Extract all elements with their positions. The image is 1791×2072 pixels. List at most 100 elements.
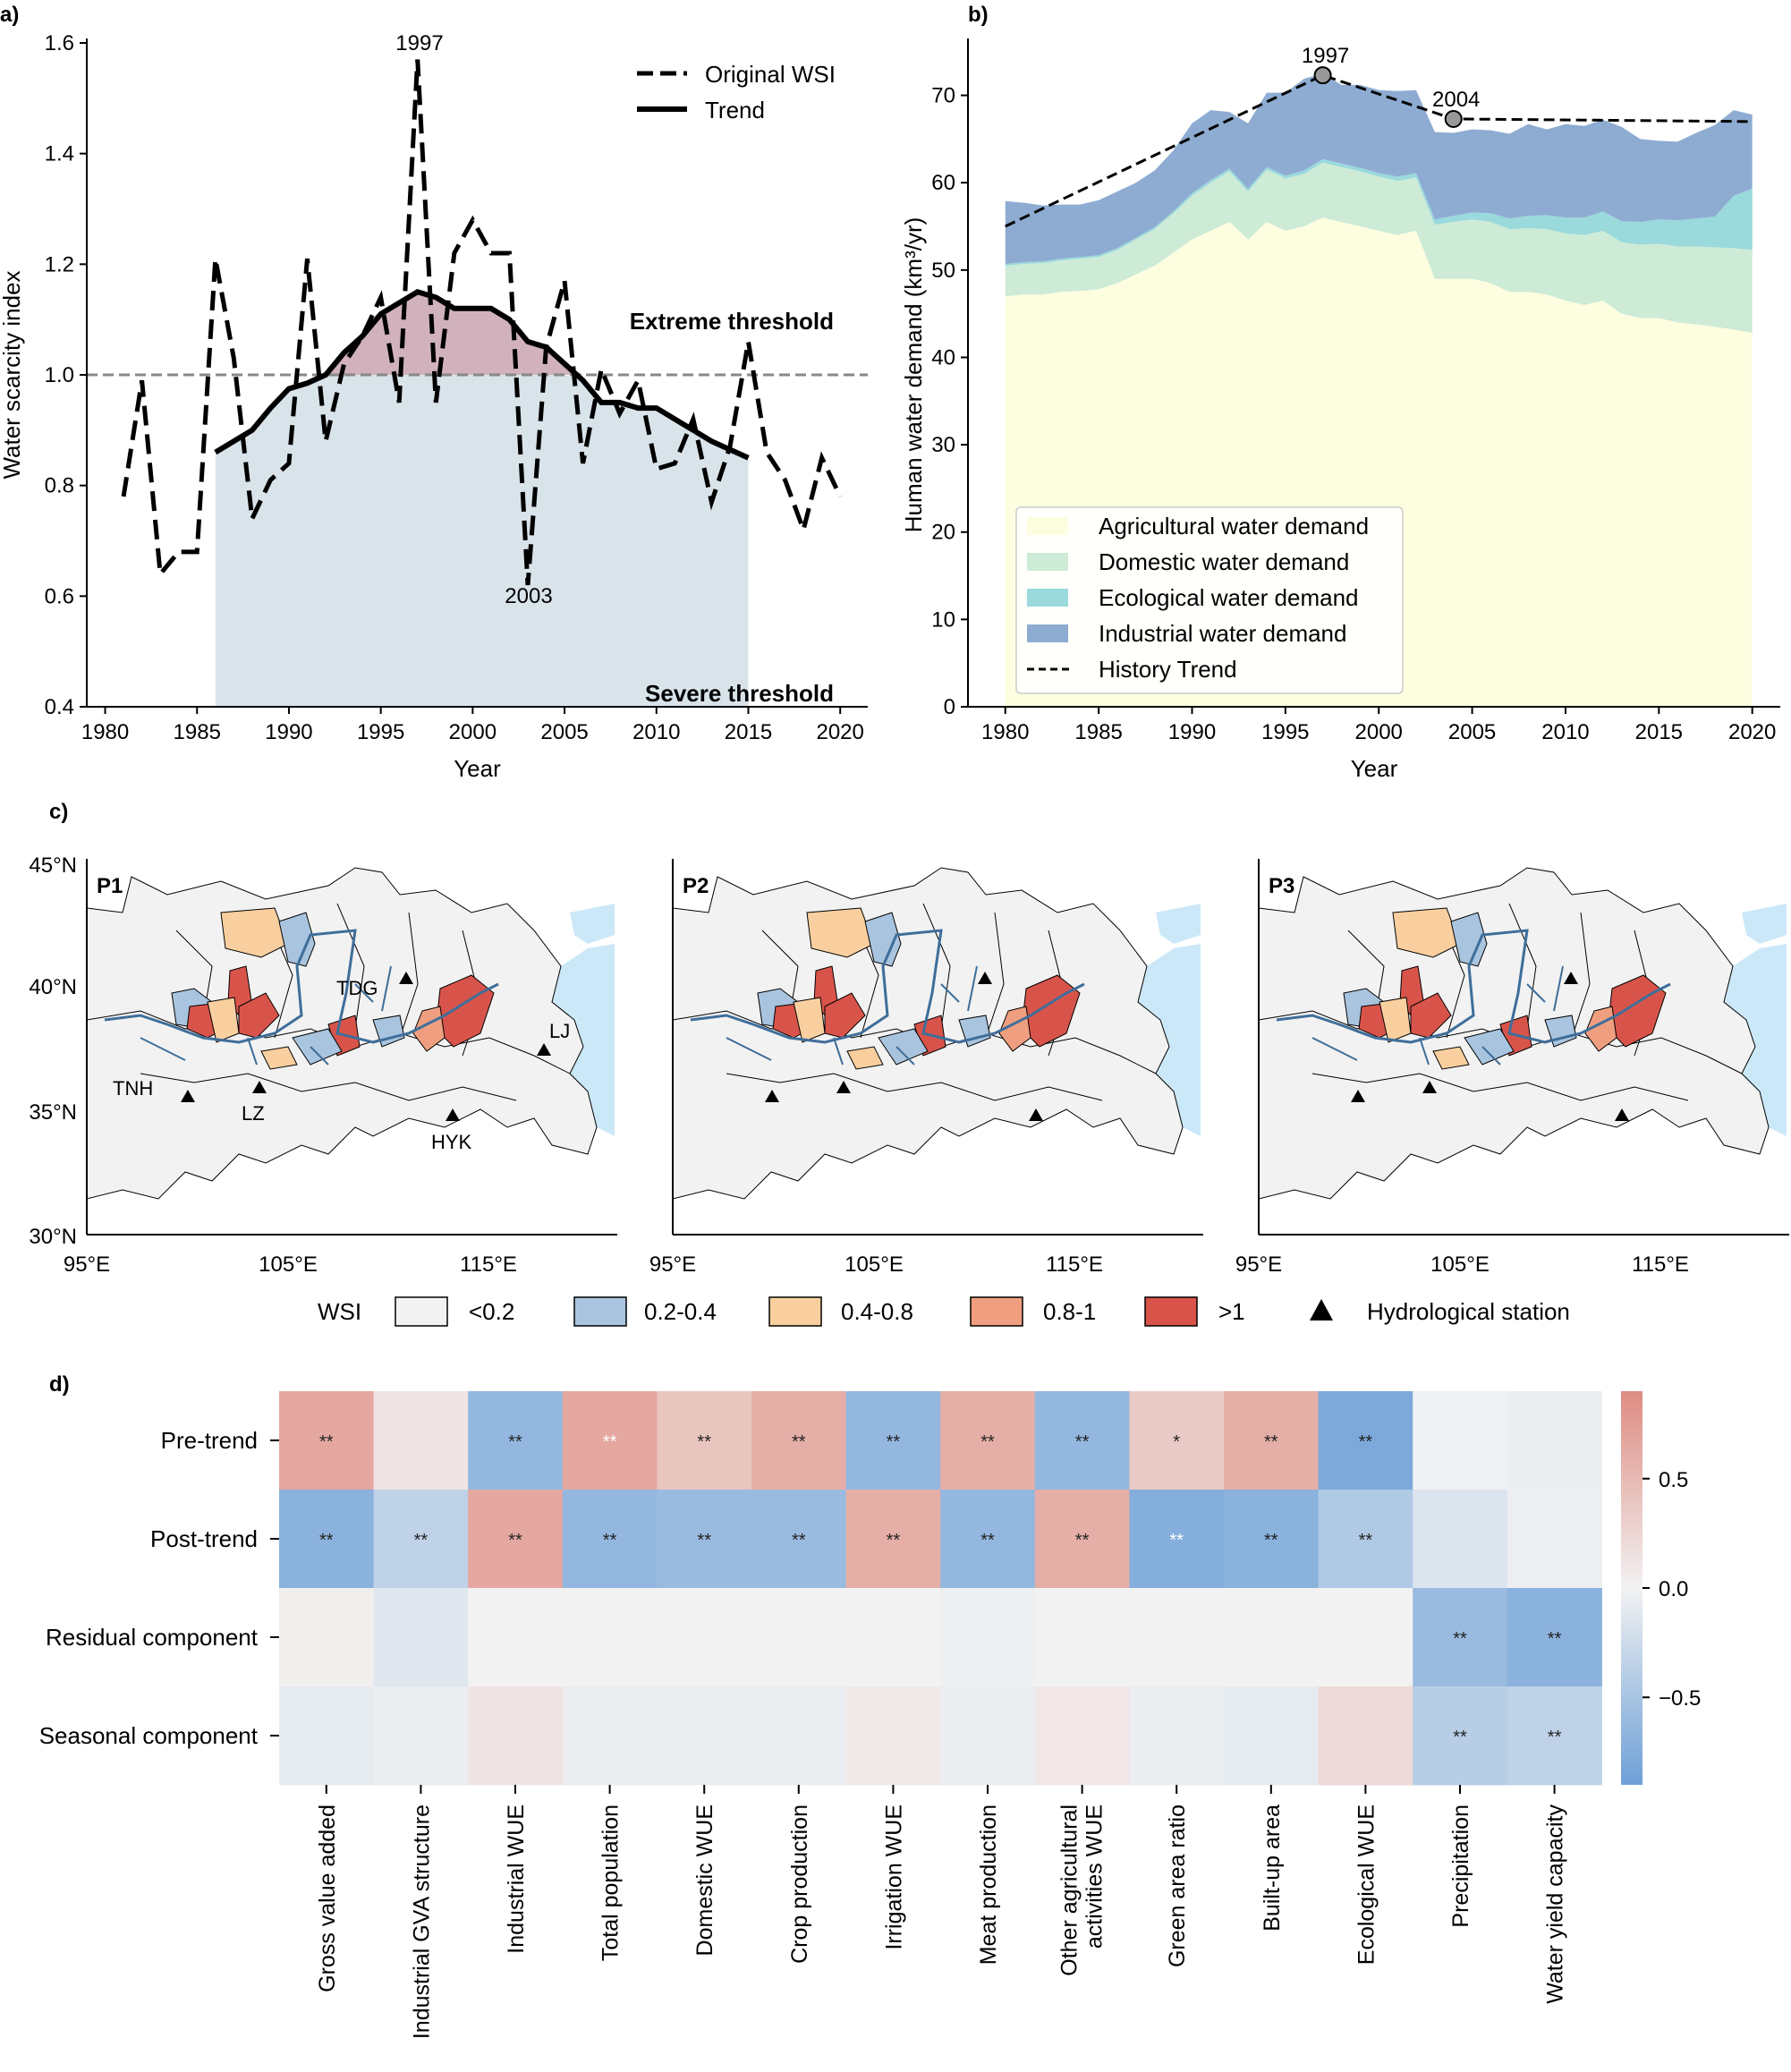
heatmap-cell: [279, 1686, 375, 1786]
heatmap-cell: [751, 1686, 847, 1786]
legend-swatch-02-04: [573, 1296, 627, 1327]
domestic-area: [1005, 162, 1753, 334]
panel-b-ylabel: Human water demand (km³/yr): [900, 217, 927, 533]
y-tick-label: 0.6: [45, 584, 74, 608]
col-label: Crop production: [787, 1805, 812, 1964]
significance-mark: **: [508, 1432, 522, 1452]
legend-swatch-gt1: [1144, 1296, 1198, 1327]
x-tick-label: 2010: [1541, 720, 1589, 744]
significance-mark: **: [603, 1531, 617, 1550]
ecological-area: [1005, 158, 1753, 266]
significance-mark: **: [603, 1432, 617, 1452]
x-tick-label: 2010: [632, 720, 680, 744]
legend-agri-swatch: [1027, 517, 1068, 535]
station-lj-label: LJ: [549, 1020, 570, 1042]
lon-105-p2: 105°E: [845, 1253, 904, 1277]
heatmap-cell: [1034, 1588, 1130, 1687]
significance-mark: **: [414, 1531, 429, 1550]
significance-mark: **: [1075, 1531, 1090, 1550]
heatmap-cell: [751, 1490, 847, 1589]
map-axis-labels: 45°N 40°N 35°N 30°N 95°E 105°E 115°E 95°…: [29, 853, 1689, 1277]
annotation-1997: 1997: [395, 31, 443, 55]
col-label: Domestic WUE: [692, 1805, 717, 1956]
significance-mark: **: [1075, 1432, 1090, 1452]
col-label-cont: activities WUE: [1082, 1805, 1108, 1949]
station-hyk-label: HYK: [431, 1131, 472, 1153]
colorbar-tick-label: 0.0: [1659, 1577, 1688, 1601]
panel-a-xlabel: Year: [454, 755, 501, 782]
heatmap-cell: [940, 1391, 1036, 1490]
map-legend-title: WSI: [318, 1298, 361, 1325]
y-tick-label: 20: [931, 521, 955, 545]
x-tick-label: 1990: [1168, 720, 1216, 744]
lat-30: 30°N: [29, 1225, 77, 1249]
significance-mark: **: [887, 1432, 901, 1452]
heatmap-cell: [1413, 1686, 1508, 1786]
col-label: Precipitation: [1448, 1805, 1473, 1928]
heatmap-cell: [845, 1686, 941, 1786]
heatmap-cell: [1224, 1391, 1320, 1490]
heatmap-cell: [1129, 1490, 1225, 1589]
legend-label-lt02: <0.2: [469, 1298, 514, 1325]
significance-mark: **: [697, 1432, 711, 1452]
legend-trend-label: History Trend: [1099, 656, 1237, 683]
legend-label-04-08: 0.4-0.8: [841, 1298, 913, 1325]
heatmap-cell: [373, 1490, 469, 1589]
heatmap-cell: [1413, 1588, 1508, 1687]
heatmap-cell: [1318, 1686, 1413, 1786]
row-label: Seasonal component: [39, 1722, 259, 1749]
heatmap-cell: [657, 1490, 752, 1589]
lon-95-p2: 95°E: [649, 1253, 696, 1277]
x-tick-label: 1985: [1074, 720, 1122, 744]
significance-mark: **: [1264, 1432, 1278, 1452]
colorbar: 0.5 0.0 −0.5: [1621, 1391, 1701, 1785]
heatmap-cell: [940, 1588, 1036, 1687]
heatmap-cell: [1034, 1490, 1130, 1589]
panel-c-label: c): [49, 800, 68, 824]
y-tick-label: 50: [931, 259, 955, 283]
annotation-2004: 2004: [1432, 88, 1480, 112]
y-tick-label: 0.4: [45, 695, 74, 719]
heatmap-cell: [751, 1391, 847, 1490]
heatmap-cell: [562, 1686, 658, 1786]
severe-threshold-label: Severe threshold: [645, 680, 834, 707]
col-label: Total population: [598, 1805, 624, 1961]
heatmap-cell: [1413, 1490, 1508, 1589]
significance-mark: **: [508, 1531, 522, 1550]
heatmap-cell: [845, 1588, 941, 1687]
lat-45: 45°N: [29, 853, 77, 878]
significance-mark: **: [792, 1531, 806, 1550]
heatmap-cell: [279, 1588, 375, 1687]
x-tick-label: 2000: [449, 720, 497, 744]
col-label: Green area ratio: [1165, 1805, 1190, 1967]
lon-115-p3: 115°E: [1632, 1253, 1689, 1277]
heatmap-cell: [1034, 1391, 1130, 1490]
x-tick-label: 2005: [540, 720, 588, 744]
heatmap-cell: [1129, 1686, 1225, 1786]
heatmap-cell: [1413, 1391, 1508, 1490]
station-tnh-icon: [181, 1090, 195, 1102]
heatmap-cell: [845, 1490, 941, 1589]
legend-box: [1015, 506, 1404, 694]
col-label: Ecological WUE: [1354, 1805, 1379, 1965]
heatmap-cell: [1507, 1391, 1602, 1490]
y-tick-label: 60: [931, 171, 955, 195]
panel-b-label: b): [968, 3, 989, 27]
col-label: Industrial GVA structure: [409, 1805, 434, 2039]
significance-mark: **: [887, 1531, 901, 1550]
heatmap-cell: [751, 1588, 847, 1687]
legend-label-02-04: 0.2-0.4: [644, 1298, 717, 1325]
legend-label-gt1: >1: [1218, 1298, 1245, 1325]
heatmap-cell: [562, 1588, 658, 1687]
lon-115-p1: 115°E: [460, 1253, 517, 1277]
significance-mark: **: [1359, 1531, 1373, 1550]
lat-40: 40°N: [29, 975, 77, 999]
annotation-2003: 2003: [505, 584, 552, 608]
panel-b-xlabel: Year: [1351, 755, 1398, 782]
x-tick-label: 1980: [81, 720, 129, 744]
col-label: Irrigation WUE: [881, 1805, 906, 1950]
legend-domestic-label: Domestic water demand: [1099, 548, 1349, 575]
lon-105-p3: 105°E: [1430, 1253, 1490, 1277]
